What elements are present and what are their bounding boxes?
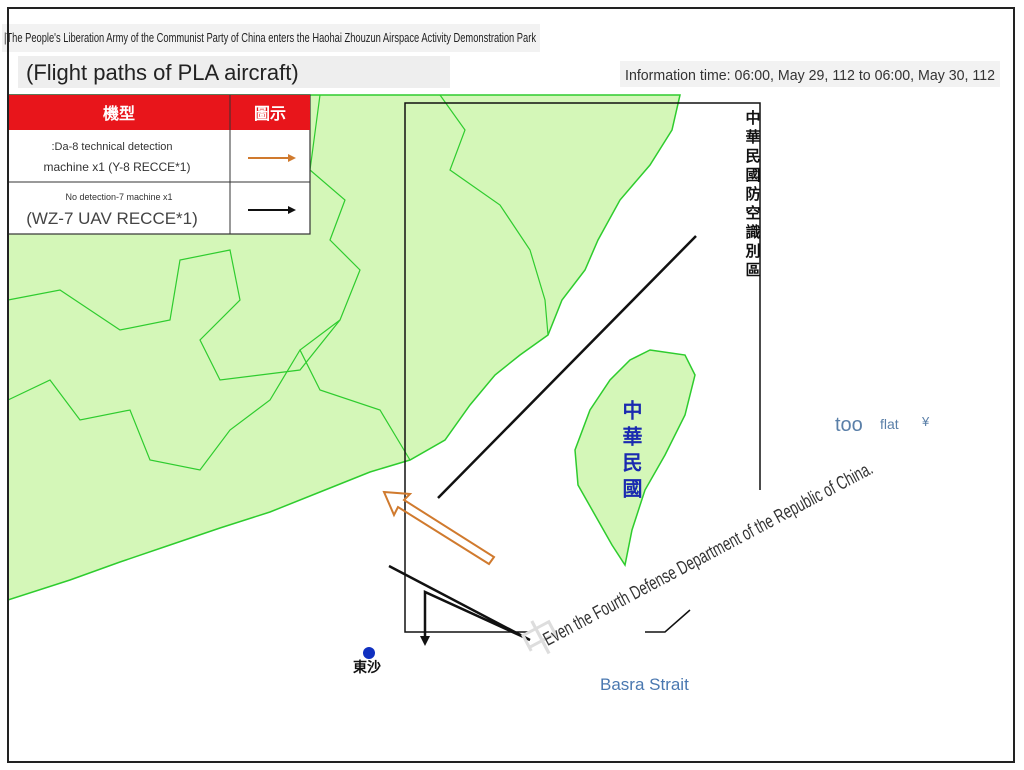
province-border xyxy=(439,94,549,336)
east-label: too xyxy=(835,414,863,436)
wz7-arrow xyxy=(420,636,430,646)
legend-header xyxy=(8,95,310,130)
dongsha-label: 東沙 xyxy=(353,659,381,675)
legend-arrow-y8 xyxy=(288,154,296,162)
frame xyxy=(7,7,1015,763)
title-box xyxy=(18,56,450,88)
info-box xyxy=(620,61,1000,87)
province-border xyxy=(7,249,341,381)
wz7-path xyxy=(388,564,531,642)
legend: 機型 圖示 :Da-8 technical detection machine … xyxy=(7,94,311,235)
banner: |The People's Liberation Army of the Com… xyxy=(4,30,536,45)
strait-label: Basra Strait xyxy=(600,675,689,694)
legend-text: (WZ-7 UAV RECCE*1) xyxy=(26,209,198,228)
info-time: Information time: 06:00, May 29, 112 to … xyxy=(625,67,995,84)
y8-path xyxy=(382,490,496,566)
banner-box xyxy=(2,24,540,52)
legend-arrow-wz7 xyxy=(288,206,296,214)
legend-header-text: 機型 xyxy=(103,104,135,123)
legend-text: machine x1 (Y-8 RECCE*1) xyxy=(44,160,191,174)
legend-header-text: 圖示 xyxy=(254,105,286,123)
adiz-boundary xyxy=(404,102,761,633)
wz7-path xyxy=(437,235,697,499)
dongsha-marker xyxy=(363,647,375,659)
taiwan xyxy=(574,349,696,567)
adiz-label: 中華民國防空識別區 xyxy=(744,109,762,281)
adiz-boundary xyxy=(645,609,691,633)
province-border xyxy=(7,349,301,471)
east-label: flat xyxy=(880,416,899,432)
legend-text: :Da-8 technical detection xyxy=(51,141,172,153)
east-label: ¥ xyxy=(921,414,930,429)
title: (Flight paths of PLA aircraft) xyxy=(26,60,299,85)
taiwan-label: 中華民國 xyxy=(619,399,642,504)
province-border xyxy=(299,94,411,461)
legend-text: No detection-7 machine x1 xyxy=(65,192,172,202)
